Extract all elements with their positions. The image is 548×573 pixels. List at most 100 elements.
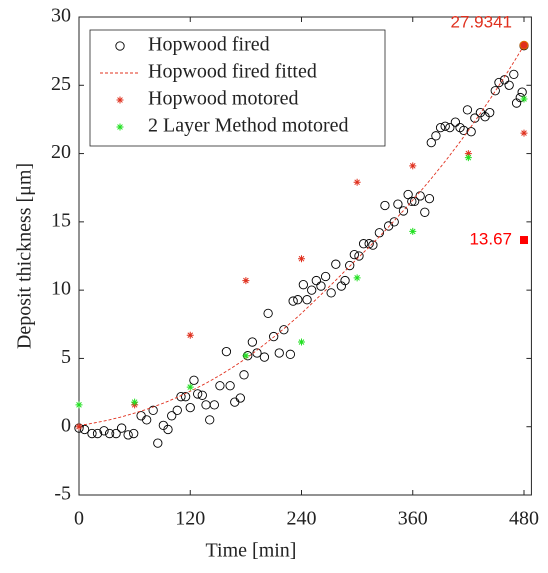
x-tick-label: 360 [398,508,428,530]
data-point [298,280,309,290]
y-tick-label: 20 [51,141,71,163]
legend-label: Hopwood fired fitted [148,61,317,83]
data-point [205,415,215,425]
data-point [274,348,284,358]
data-point [504,80,514,90]
data-point [409,196,420,207]
data-point [79,424,90,435]
data-point [75,401,83,409]
data-point [285,349,296,359]
data-point [326,288,336,298]
data-point [186,331,194,339]
data-point [180,392,191,402]
legend-box [89,29,386,147]
data-point [517,87,527,97]
y-tick-label: 0 [61,414,71,436]
data-point [520,95,528,103]
annotation-label: 13.67 [469,230,512,249]
data-point [345,260,355,271]
y-tick-label: 5 [61,346,71,368]
y-tick-label: 30 [51,5,71,27]
data-point [225,381,235,391]
data-point [123,430,133,440]
data-point [259,352,270,362]
legend-symbol [116,96,124,104]
data-point [389,217,399,227]
data-point [466,127,476,137]
data-point [104,428,115,439]
data-point [269,331,279,342]
data-point [490,86,500,96]
data-point [409,162,417,170]
data-point [142,415,152,425]
data-point [485,107,495,118]
data-point [354,251,364,261]
data-point [148,405,158,415]
data-point [380,200,390,211]
data-point [242,277,250,285]
y-tick-label: 25 [51,73,71,95]
y-tick-label: -5 [54,483,71,505]
data-point [520,129,528,137]
data-point [368,240,378,250]
data-point [293,295,303,305]
data-point [263,308,273,319]
data-point [374,228,385,238]
data-point [201,400,211,410]
x-tick-label: 240 [287,508,317,530]
data-point [185,402,195,413]
data-point [129,428,139,439]
data-point [364,239,374,249]
data-point [311,275,321,286]
data-point [499,75,510,85]
data-point [464,150,472,158]
data-point [440,121,450,131]
data-point [75,423,83,431]
data-point [353,274,361,282]
data-point [450,117,461,127]
data-point [189,375,199,385]
legend-symbol [115,41,125,51]
data-point [167,411,177,421]
data-point [172,405,182,415]
data-point [340,275,350,286]
data-point [331,259,341,269]
y-tick-label: 15 [51,209,71,231]
x-tick-label: 120 [175,508,205,530]
data-point [99,426,109,436]
data-point [288,296,298,306]
annotation-marker [520,236,528,245]
data-point [87,428,97,439]
data-point [153,438,163,448]
y-tick-label: 10 [51,278,71,300]
data-point [435,122,446,133]
data-point [116,423,127,433]
data-point [462,105,473,115]
data-point [186,383,194,391]
legend-symbol [116,123,124,131]
data-point [239,370,249,380]
data-point [409,227,417,235]
annotation-label: 27.9341 [451,12,512,31]
data-point [215,381,225,391]
data-point [358,239,369,249]
data-point [176,392,186,402]
legend-label: 2 Layer Method motored [148,115,349,137]
data-point [136,411,146,421]
legend-label: Hopwood motored [148,88,299,110]
data-point [298,338,305,346]
data-point [221,346,232,357]
data-point [209,400,220,410]
data-point [230,397,240,407]
fit-line [78,45,525,426]
x-axis-label: Time [min] [206,540,297,562]
data-point [298,255,305,263]
data-point [131,398,139,406]
data-point [393,199,403,209]
data-point [193,389,203,399]
data-point [242,352,250,360]
legend-label: Hopwood fired [148,34,270,56]
data-point [426,137,436,148]
